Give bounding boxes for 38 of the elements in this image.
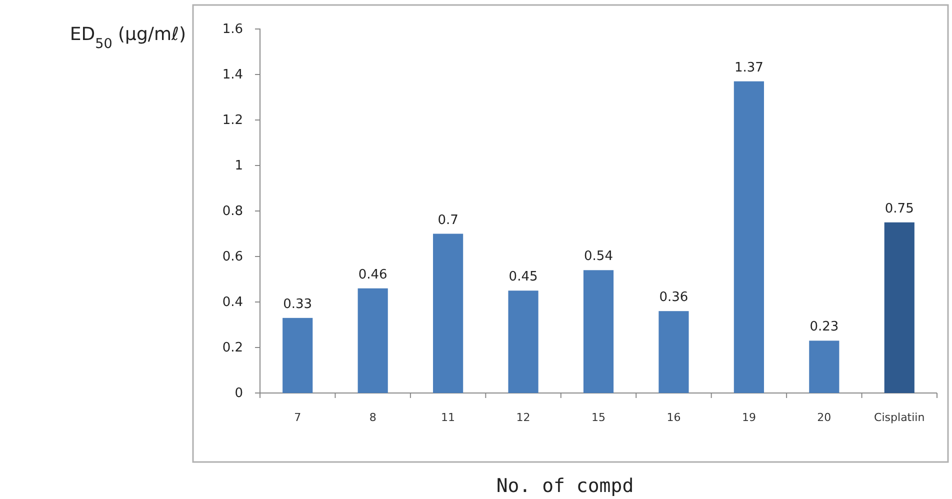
bar (658, 311, 689, 393)
y-axis-title: ED$_{50}$ (μg/mℓ) (70, 24, 186, 52)
data-label: 0.23 (810, 320, 839, 335)
x-tick-label: 20 (817, 410, 832, 424)
data-label: 1.37 (734, 60, 764, 76)
bar (809, 340, 840, 393)
data-label: 0.36 (659, 290, 688, 306)
y-tick-label: 0 (234, 386, 243, 402)
x-tick-label: 12 (516, 410, 530, 424)
y-tick-label: 1 (234, 158, 243, 174)
bar (433, 234, 464, 393)
bar (734, 81, 764, 393)
bar (282, 318, 313, 393)
data-label: 0.7 (438, 212, 458, 228)
y-tick-label: 1.2 (222, 113, 243, 128)
x-tick-label: 19 (742, 410, 756, 424)
y-tick-label: 1.6 (222, 22, 243, 38)
bar (358, 288, 388, 393)
y-tick-label: 0.6 (222, 250, 243, 265)
x-tick-label: 8 (369, 410, 376, 424)
y-tick-label: 0.4 (222, 295, 243, 310)
data-label: 0.75 (884, 201, 914, 216)
x-tick-label: 15 (592, 410, 606, 424)
y-tick-label: 0.8 (222, 204, 243, 220)
bar (884, 222, 914, 393)
x-tick-label: 11 (441, 410, 456, 424)
y-tick-label: 1.4 (222, 68, 243, 83)
y-tick-label: 0.2 (222, 340, 243, 356)
bar (583, 270, 614, 393)
data-label: 0.54 (584, 249, 613, 264)
x-axis-title: No. of compd (496, 475, 634, 497)
data-label: 0.33 (283, 296, 312, 312)
data-label: 0.45 (508, 270, 538, 285)
x-tick-label: Cisplatiin (874, 410, 925, 424)
x-tick-label: 16 (666, 410, 681, 424)
data-label: 0.46 (358, 267, 388, 282)
bar (508, 290, 538, 393)
x-tick-label: 7 (294, 410, 302, 424)
